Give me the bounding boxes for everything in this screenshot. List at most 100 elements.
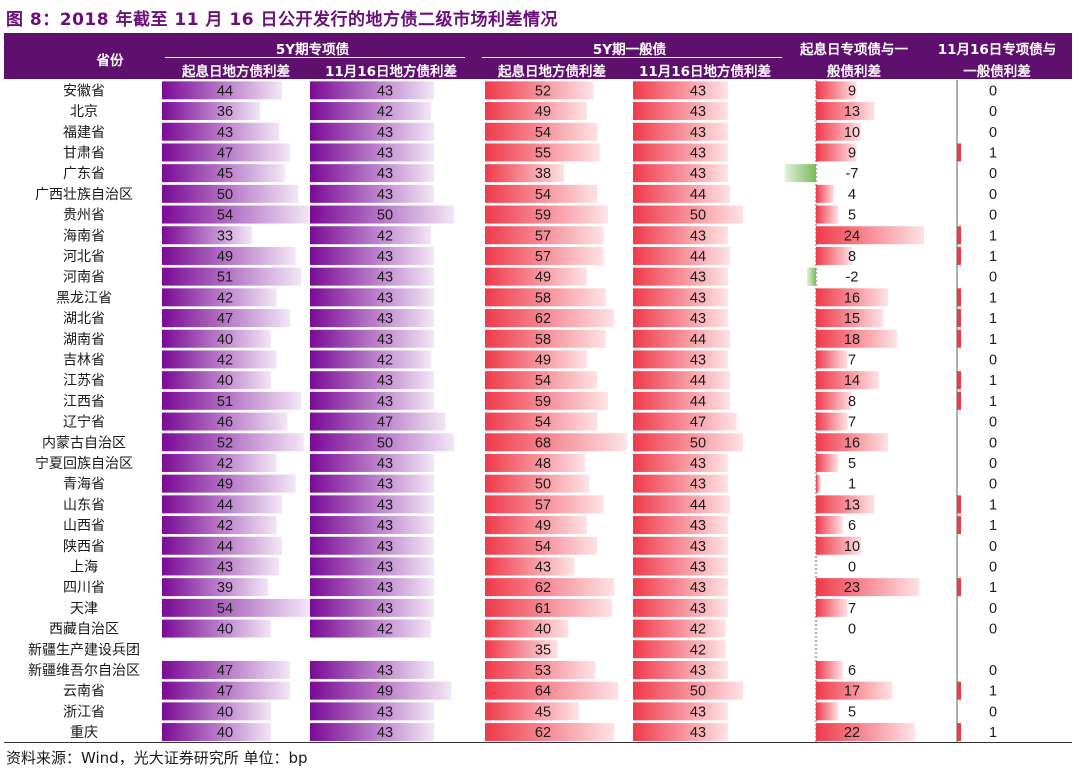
value-label: 43 (377, 456, 393, 472)
general-now-bar (633, 371, 731, 390)
special-now-bar (310, 681, 452, 700)
special-start-bar (162, 557, 280, 576)
header-col-2: 11月16日地方债利差 (324, 64, 458, 80)
diff-start-bar (816, 412, 848, 431)
value-label: 42 (377, 228, 393, 244)
value-label: 43 (377, 249, 393, 265)
value-label: 49 (217, 477, 233, 493)
value-label: 0 (989, 104, 997, 120)
value-label: 54 (535, 415, 551, 431)
general-now-bar (633, 516, 728, 535)
value-label: 44 (690, 373, 706, 389)
value-label: 40 (217, 622, 233, 638)
header-col-3: 起息日地方债利差 (498, 64, 606, 80)
special-now-bar (310, 598, 435, 617)
diff-start-bar (816, 723, 915, 742)
value-label: 16 (844, 290, 860, 306)
general-start-bar (485, 143, 600, 162)
diff-start-bar (816, 681, 893, 700)
header-col-5-line1: 起息日专项债与一 (800, 42, 908, 58)
special-start-bar (162, 495, 282, 514)
value-label: 0 (989, 125, 997, 141)
header-group-special: 5Y期专项债 (275, 42, 350, 58)
special-start-bar (162, 412, 288, 431)
province-label: 宁夏回族自治区 (35, 455, 133, 472)
value-label: 57 (535, 249, 551, 265)
diff-now-bar (957, 723, 961, 742)
value-label: 50 (377, 435, 393, 451)
value-label: 61 (535, 601, 551, 617)
value-label: 57 (535, 228, 551, 244)
province-label: 北京 (70, 104, 98, 120)
value-label: 45 (217, 166, 233, 182)
value-label: 1 (848, 477, 856, 493)
special-now-bar (310, 226, 432, 245)
value-label: 43 (377, 663, 393, 679)
general-start-bar (485, 309, 615, 328)
value-label: 54 (217, 208, 233, 224)
general-now-bar (633, 122, 728, 141)
general-start-bar (485, 246, 604, 265)
general-start-bar (485, 267, 588, 286)
special-now-bar (310, 453, 435, 472)
special-now-bar (310, 205, 455, 224)
value-label: 59 (535, 208, 551, 224)
general-now-bar (633, 495, 731, 514)
general-start-bar (485, 122, 598, 141)
value-label: 22 (844, 725, 860, 741)
general-now-bar (633, 723, 728, 742)
value-label: 40 (217, 725, 233, 741)
province-label: 西藏自治区 (49, 622, 119, 638)
special-now-bar (310, 557, 435, 576)
value-label: 43 (690, 477, 706, 493)
general-now-bar (633, 350, 728, 369)
general-start-bar (485, 619, 569, 638)
value-label: 49 (535, 104, 551, 120)
value-label: 43 (690, 290, 706, 306)
value-label: 44 (217, 539, 233, 555)
value-label: 47 (377, 415, 393, 431)
general-now-bar (633, 329, 731, 348)
value-label: 6 (848, 663, 856, 679)
province-label: 湖北省 (63, 311, 105, 327)
value-label: 42 (217, 518, 233, 534)
diff-start-bar (816, 433, 888, 452)
general-start-bar (485, 288, 606, 307)
value-label: 47 (217, 145, 233, 161)
value-label: 1 (989, 228, 997, 244)
value-label: 0 (989, 477, 997, 493)
value-label: -7 (846, 166, 859, 182)
value-label: 49 (535, 352, 551, 368)
value-label: 0 (989, 559, 997, 575)
value-label: 50 (690, 684, 706, 700)
province-label: 福建省 (63, 125, 105, 141)
general-start-bar (485, 557, 575, 576)
value-label: 1 (989, 497, 997, 513)
province-label: 天津 (70, 601, 98, 617)
value-label: 7 (848, 352, 856, 368)
province-label: 陕西省 (63, 539, 105, 555)
table-bottom-rule (4, 742, 1072, 743)
diff-now-bar (957, 309, 961, 328)
diff-now-bar (957, 578, 961, 597)
header-col-6-line2: 一般债利差 (963, 64, 1031, 80)
header-group-general: 5Y期一般债 (592, 42, 667, 58)
general-start-bar (485, 81, 594, 100)
value-label: 43 (690, 125, 706, 141)
special-now-bar (310, 143, 435, 162)
value-label: 49 (535, 518, 551, 534)
diff-start-bar (816, 495, 875, 514)
special-start-bar (162, 371, 272, 390)
general-now-bar (633, 102, 728, 121)
value-label: 43 (377, 394, 393, 410)
value-label: 43 (377, 311, 393, 327)
value-label: 43 (377, 601, 393, 617)
value-label: 16 (844, 435, 860, 451)
value-label: 1 (989, 290, 997, 306)
province-label: 重庆 (70, 725, 98, 741)
province-label: 湖南省 (63, 332, 105, 348)
general-now-bar (633, 143, 728, 162)
value-label: 43 (690, 601, 706, 617)
special-start-bar (162, 702, 272, 721)
header-col-1: 起息日地方债利差 (182, 64, 290, 80)
